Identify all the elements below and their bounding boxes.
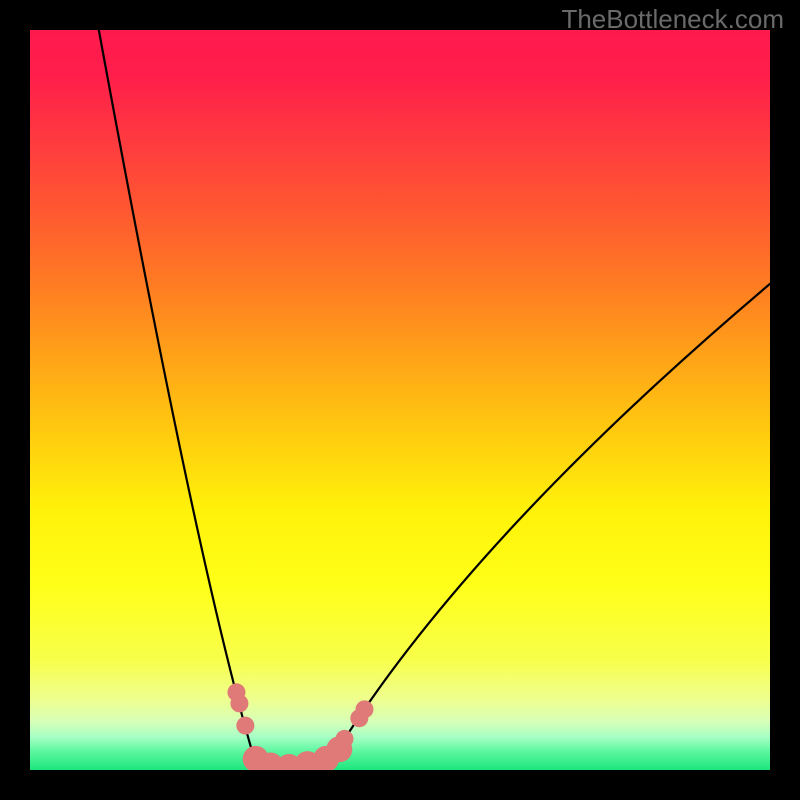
marker-dot [336,730,354,748]
marker-dot [355,700,373,718]
chart-frame: TheBottleneck.com [0,0,800,800]
plot-area [30,30,770,780]
marker-dot [236,717,254,735]
marker-dot [230,694,248,712]
watermark-text: TheBottleneck.com [561,4,784,35]
chart-svg [0,0,800,800]
